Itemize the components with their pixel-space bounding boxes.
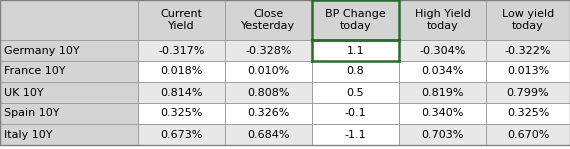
- Bar: [486, 103, 570, 124]
- Text: 0.814%: 0.814%: [160, 87, 203, 97]
- Text: 0.819%: 0.819%: [421, 87, 464, 97]
- Bar: [312, 82, 399, 103]
- Bar: [312, 103, 399, 124]
- Text: 0.340%: 0.340%: [421, 108, 463, 118]
- Text: 0.010%: 0.010%: [247, 66, 290, 76]
- Text: Low yield
today: Low yield today: [502, 9, 554, 31]
- Text: -0.304%: -0.304%: [420, 45, 466, 55]
- Text: 0.799%: 0.799%: [507, 87, 549, 97]
- Text: -0.322%: -0.322%: [505, 45, 551, 55]
- Text: 0.013%: 0.013%: [507, 66, 549, 76]
- Text: 0.018%: 0.018%: [160, 66, 203, 76]
- Text: France 10Y: France 10Y: [4, 66, 66, 76]
- Text: Italy 10Y: Italy 10Y: [4, 129, 52, 139]
- Text: UK 10Y: UK 10Y: [4, 87, 44, 97]
- Bar: [399, 124, 486, 145]
- Bar: [399, 0, 486, 40]
- Bar: [486, 0, 570, 40]
- Bar: [225, 103, 312, 124]
- Bar: [312, 0, 399, 40]
- Bar: [138, 0, 225, 40]
- Bar: [0, 124, 138, 145]
- Bar: [0, 61, 138, 82]
- Text: Spain 10Y: Spain 10Y: [4, 108, 59, 118]
- Text: 0.808%: 0.808%: [247, 87, 290, 97]
- Bar: [312, 124, 399, 145]
- Bar: [0, 40, 138, 61]
- Text: BP Change
today: BP Change today: [325, 9, 386, 31]
- Text: 0.326%: 0.326%: [247, 108, 290, 118]
- Text: -0.328%: -0.328%: [245, 45, 292, 55]
- Bar: [138, 103, 225, 124]
- Text: 0.5: 0.5: [347, 87, 364, 97]
- Bar: [399, 103, 486, 124]
- Bar: [225, 0, 312, 40]
- Bar: [486, 124, 570, 145]
- Text: Close
Yesterday: Close Yesterday: [242, 9, 296, 31]
- Bar: [138, 124, 225, 145]
- Text: 0.670%: 0.670%: [507, 129, 549, 139]
- Bar: [399, 82, 486, 103]
- Bar: [225, 124, 312, 145]
- Bar: [138, 40, 225, 61]
- Bar: [399, 40, 486, 61]
- Text: 0.703%: 0.703%: [421, 129, 463, 139]
- Bar: [0, 0, 138, 40]
- Bar: [0, 82, 138, 103]
- Text: 0.325%: 0.325%: [160, 108, 203, 118]
- Bar: [225, 61, 312, 82]
- Bar: [138, 82, 225, 103]
- Text: 0.684%: 0.684%: [247, 129, 290, 139]
- Text: -1.1: -1.1: [345, 129, 367, 139]
- Text: 0.8: 0.8: [347, 66, 364, 76]
- Bar: [312, 40, 399, 61]
- Bar: [0, 103, 138, 124]
- Bar: [486, 82, 570, 103]
- Text: 0.673%: 0.673%: [160, 129, 203, 139]
- Text: Current
Yield: Current Yield: [161, 9, 202, 31]
- Bar: [138, 61, 225, 82]
- Bar: [486, 61, 570, 82]
- Bar: [486, 40, 570, 61]
- Text: High Yield
today: High Yield today: [414, 9, 470, 31]
- Bar: [225, 82, 312, 103]
- Text: -0.317%: -0.317%: [158, 45, 205, 55]
- Text: 0.325%: 0.325%: [507, 108, 549, 118]
- Bar: [399, 61, 486, 82]
- Bar: [312, 61, 399, 82]
- Text: 1.1: 1.1: [347, 45, 364, 55]
- Bar: [225, 40, 312, 61]
- Text: 0.034%: 0.034%: [421, 66, 463, 76]
- Text: Germany 10Y: Germany 10Y: [4, 45, 80, 55]
- Text: -0.1: -0.1: [345, 108, 367, 118]
